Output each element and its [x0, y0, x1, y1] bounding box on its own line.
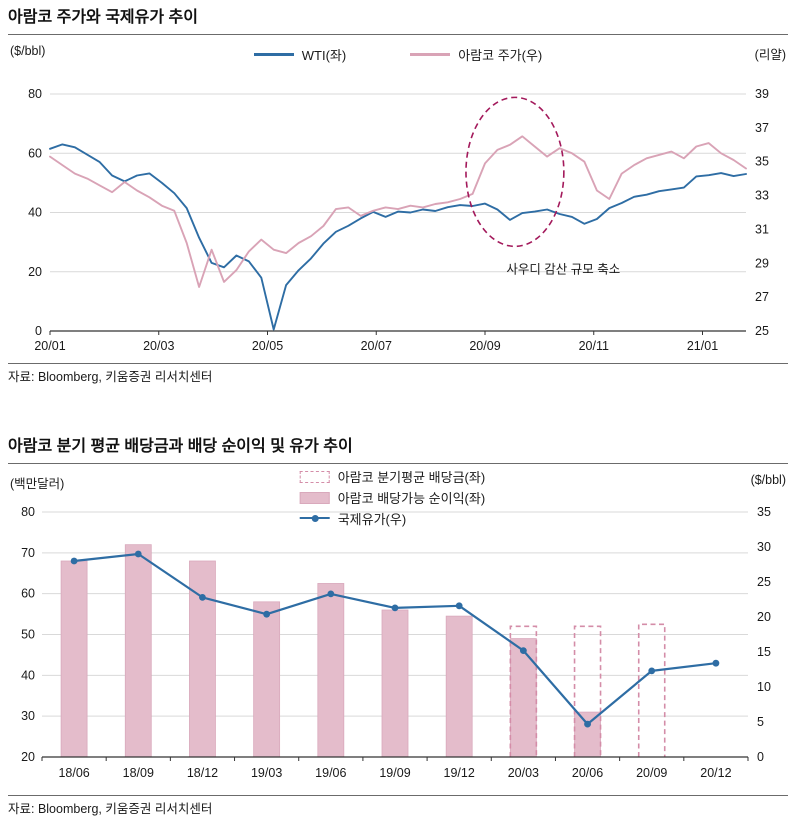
svg-text:20/07: 20/07: [361, 339, 392, 353]
svg-text:29: 29: [755, 256, 769, 270]
svg-text:70: 70: [21, 546, 35, 560]
svg-text:18/09: 18/09: [123, 766, 154, 780]
svg-text:20/12: 20/12: [700, 766, 731, 780]
svg-text:19/06: 19/06: [315, 766, 346, 780]
legend-item-oil-price: 국제유가(우): [299, 508, 485, 529]
svg-text:39: 39: [755, 87, 769, 101]
svg-text:25: 25: [755, 324, 769, 338]
svg-text:5: 5: [757, 715, 764, 729]
svg-text:20/06: 20/06: [572, 766, 603, 780]
chart1-section: 아람코 주가와 국제유가 추이 ($/bbl) WTI(좌) 아람코 주가(우)…: [8, 0, 788, 385]
oil-dot-sample: [311, 515, 319, 522]
chart2-source: 자료: Bloomberg, 키움증권 리서치센터: [8, 795, 788, 817]
chart2-section: 아람코 분기 평균 배당금과 배당 순이익 및 유가 추이 (백만달러) ($/…: [8, 429, 788, 817]
svg-text:18/12: 18/12: [187, 766, 218, 780]
legend-item-aramco-price: 아람코 주가(우): [410, 45, 542, 64]
chart2-left-axis-unit: (백만달러): [10, 477, 65, 491]
legend-item-distributable-income: 아람코 배당가능 순이익(좌): [299, 487, 486, 508]
svg-text:60: 60: [28, 146, 42, 160]
svg-text:40: 40: [28, 206, 42, 220]
svg-text:20/09: 20/09: [469, 339, 500, 353]
chart2-title: 아람코 분기 평균 배당금과 배당 순이익 및 유가 추이: [8, 429, 788, 464]
aramco-line-swatch: [410, 53, 451, 56]
svg-text:20/05: 20/05: [252, 339, 283, 353]
legend-label-avg-dividend: 아람코 분기평균 배당금(좌): [337, 470, 486, 485]
chart1-canvas: 0 20 40 60 80 25 27 29 31 33 35 37 39 20/01 20/03 20/05…: [28, 87, 769, 353]
svg-text:19/03: 19/03: [251, 766, 282, 780]
chart2-canvas: 18/06 18/09 18/12 19/03 19/06 19/09 19/12 20/03…: [21, 505, 771, 780]
svg-text:30: 30: [757, 540, 771, 554]
oil-line-swatch: [299, 514, 330, 523]
chart2-body: (백만달러) ($/bbl) 아람코 분기평균 배당금(좌) 아람코 배당가능 …: [8, 464, 788, 789]
svg-text:0: 0: [35, 324, 42, 338]
svg-text:10: 10: [757, 680, 771, 694]
svg-text:15: 15: [757, 645, 771, 659]
svg-text:20: 20: [757, 610, 771, 624]
chart1-source: 자료: Bloomberg, 키움증권 리서치센터: [8, 363, 788, 385]
chart1-header: ($/bbl) WTI(좌) 아람코 주가(우) (리얄): [8, 35, 788, 67]
chart1-legend: WTI(좌) 아람코 주가(우): [8, 35, 788, 64]
dashed-bar-swatch: [299, 470, 330, 483]
svg-text:50: 50: [21, 628, 35, 642]
chart1-left-axis-unit: ($/bbl): [10, 44, 46, 58]
svg-text:20: 20: [28, 265, 42, 279]
wti-line-swatch: [253, 53, 294, 56]
svg-text:35: 35: [757, 505, 771, 519]
svg-text:20/03: 20/03: [143, 339, 174, 353]
legend-label-oil-price: 국제유가(우): [337, 512, 407, 527]
svg-text:37: 37: [755, 121, 769, 135]
legend-label-wti: WTI(좌): [301, 48, 347, 63]
svg-text:19/09: 19/09: [379, 766, 410, 780]
svg-text:18/06: 18/06: [58, 766, 89, 780]
svg-text:40: 40: [21, 668, 35, 682]
legend-item-wti: WTI(좌): [253, 45, 347, 64]
svg-text:25: 25: [757, 575, 771, 589]
svg-text:사우디 감산 규모 축소: 사우디 감산 규모 축소: [506, 262, 620, 276]
svg-text:20/03: 20/03: [508, 766, 539, 780]
svg-text:35: 35: [755, 155, 769, 169]
legend-item-avg-dividend: 아람코 분기평균 배당금(좌): [299, 466, 486, 487]
chart1-right-axis-unit: (리얄): [754, 48, 786, 62]
chart2-legend: 아람코 분기평균 배당금(좌) 아람코 배당가능 순이익(좌) 국제유가(우): [299, 466, 486, 529]
svg-text:80: 80: [21, 505, 35, 519]
svg-text:20: 20: [21, 750, 35, 764]
svg-text:60: 60: [21, 587, 35, 601]
svg-text:20/01: 20/01: [34, 339, 65, 353]
legend-label-distributable-income: 아람코 배당가능 순이익(좌): [337, 491, 486, 506]
svg-text:80: 80: [28, 87, 42, 101]
svg-text:20/11: 20/11: [579, 339, 609, 353]
svg-text:19/12: 19/12: [444, 766, 475, 780]
svg-text:31: 31: [755, 222, 769, 236]
solid-bar-swatch: [299, 491, 330, 504]
chart1-title: 아람코 주가와 국제유가 추이: [8, 0, 788, 35]
svg-text:21/01: 21/01: [687, 339, 718, 353]
svg-text:33: 33: [755, 189, 769, 203]
svg-text:30: 30: [21, 709, 35, 723]
svg-text:0: 0: [757, 750, 764, 764]
svg-text:27: 27: [755, 290, 769, 304]
legend-label-aramco-price: 아람코 주가(우): [458, 48, 543, 63]
svg-text:20/09: 20/09: [636, 766, 667, 780]
chart2-right-axis-unit: ($/bbl): [750, 473, 786, 487]
